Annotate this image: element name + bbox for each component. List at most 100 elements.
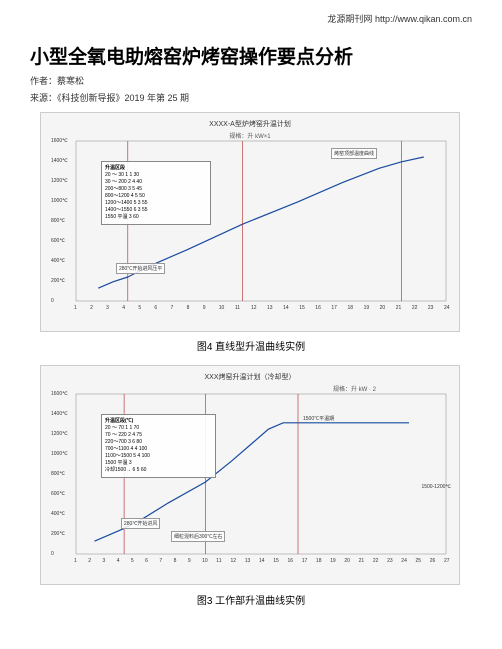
y-tick: 200℃ [51,531,65,537]
y-tick: 400℃ [51,511,65,517]
x-tick: 1 [74,558,77,564]
legend-row: 30 ～ 200 2 4 40 [105,179,207,186]
y-tick: 200℃ [51,278,65,284]
x-tick: 22 [412,305,418,311]
x-tick: 24 [401,558,407,564]
x-tick: 10 [219,305,225,311]
x-tick: 1 [74,305,77,311]
x-tick: 27 [444,558,450,564]
x-tick: 14 [259,558,265,564]
x-tick: 9 [203,305,206,311]
x-tick: 14 [283,305,289,311]
chart-figure-4: XXXX-A型炉烤窑升温计划 规格：升 kW×1 升温区段 20 ～ 30 1 … [40,112,460,332]
y-tick: 0 [51,298,54,304]
x-tick: 18 [316,558,322,564]
chart-figure-3: XXX烤窑升温计划（冷却型） 规格：升 kW · 2 升温区段(℃) 20 ～ … [40,365,460,585]
x-tick: 16 [287,558,293,564]
chart2-annotation-3: 1500℃平温期 [301,414,336,423]
x-tick: 8 [174,558,177,564]
header-source: 龙源期刊网 http://www.qikan.com.cn [327,12,472,25]
author-name: 蔡寒松 [57,76,84,86]
legend-row: 200～800 3 5 45 [105,186,207,193]
page-title: 小型全氧电助熔窑炉烤窑操作要点分析 [30,42,353,69]
x-tick: 20 [380,305,386,311]
y-tick: 0 [51,551,54,557]
legend-title: 升温区段 [105,165,207,172]
x-tick: 24 [444,305,450,311]
chart1-annotation-2: 烤窑顶部温度曲线 [331,148,377,159]
y-tick: 1400℃ [51,158,68,164]
x-tick: 12 [251,305,257,311]
x-tick: 10 [202,558,208,564]
author-prefix: 作者： [30,76,57,86]
legend-row: 1100～1500 5 4 100 [105,453,212,460]
x-tick: 11 [235,305,240,311]
x-tick: 2 [88,558,91,564]
x-tick: 25 [416,558,422,564]
x-tick: 21 [396,305,402,311]
legend-row: 220～700 3 6 80 [105,439,212,446]
x-tick: 18 [347,305,353,311]
x-tick: 16 [315,305,321,311]
x-tick: 4 [122,305,125,311]
legend-row: 70 ～ 220 2 4 75 [105,432,212,439]
y-tick: 600℃ [51,491,65,497]
legend-row: 冷却1500→ 6 5 60 [105,467,212,474]
x-tick: 5 [131,558,134,564]
y-tick: 400℃ [51,258,65,264]
chart2-side-note: 1500-1200℃ [421,484,451,490]
legend-row: 20 ～ 30 1 1 30 [105,172,207,179]
y-tick: 1000℃ [51,451,68,457]
figure4-caption: 图4 直线型升温曲线实例 [197,338,305,353]
y-tick: 1200℃ [51,178,68,184]
site-url: http://www.qikan.com.cn [375,14,472,24]
x-tick: 2 [90,305,93,311]
x-tick: 9 [188,558,191,564]
legend-row: 800～1200 4 5 50 [105,193,207,200]
x-tick: 17 [302,558,308,564]
site-label: 龙源期刊网 [327,14,372,24]
chart2-annotation-1: 280℃开始进风 [121,518,160,529]
x-tick: 19 [364,305,370,311]
chart2-annotation-2: 细粒混料后300℃左右 [171,531,225,542]
y-tick: 1600℃ [51,138,68,144]
x-tick: 6 [145,558,148,564]
source-prefix: 来源： [30,93,57,103]
x-tick: 12 [231,558,237,564]
x-tick: 21 [359,558,365,564]
x-tick: 5 [138,305,141,311]
x-tick: 13 [267,305,273,311]
x-tick: 13 [245,558,251,564]
source-line: 来源：《科技创新导报》2019 年第 25 期 [30,91,189,104]
y-tick: 1000℃ [51,198,68,204]
y-tick: 1400℃ [51,411,68,417]
x-tick: 20 [344,558,350,564]
x-tick: 17 [331,305,337,311]
x-tick: 6 [154,305,157,311]
x-tick: 11 [216,558,221,564]
x-tick: 23 [428,305,434,311]
y-tick: 1200℃ [51,431,68,437]
y-tick: 800℃ [51,218,65,224]
x-tick: 15 [273,558,279,564]
x-tick: 7 [171,305,174,311]
legend-row: 700～1100 4 4 100 [105,446,212,453]
legend-row: 20 ～ 70 1 1 70 [105,425,212,432]
legend-title: 升温区段(℃) [105,418,212,425]
y-tick: 600℃ [51,238,65,244]
x-tick: 3 [106,305,109,311]
y-tick: 800℃ [51,471,65,477]
y-tick: 1600℃ [51,391,68,397]
x-tick: 19 [330,558,336,564]
x-tick: 8 [187,305,190,311]
figure3-caption: 图3 工作部升温曲线实例 [197,592,305,607]
x-tick: 3 [102,558,105,564]
legend-row: 1200～1400 5 3 55 [105,200,207,207]
chart1-annotation-1: 280℃开始进风压平 [116,263,165,274]
x-tick: 15 [299,305,305,311]
legend-row: 1550 平温 3 60 [105,214,207,221]
author-line: 作者：蔡寒松 [30,74,84,87]
x-tick: 4 [117,558,120,564]
x-tick: 23 [387,558,393,564]
chart1-legend: 升温区段 20 ～ 30 1 1 3030 ～ 200 2 4 40200～80… [101,161,211,225]
